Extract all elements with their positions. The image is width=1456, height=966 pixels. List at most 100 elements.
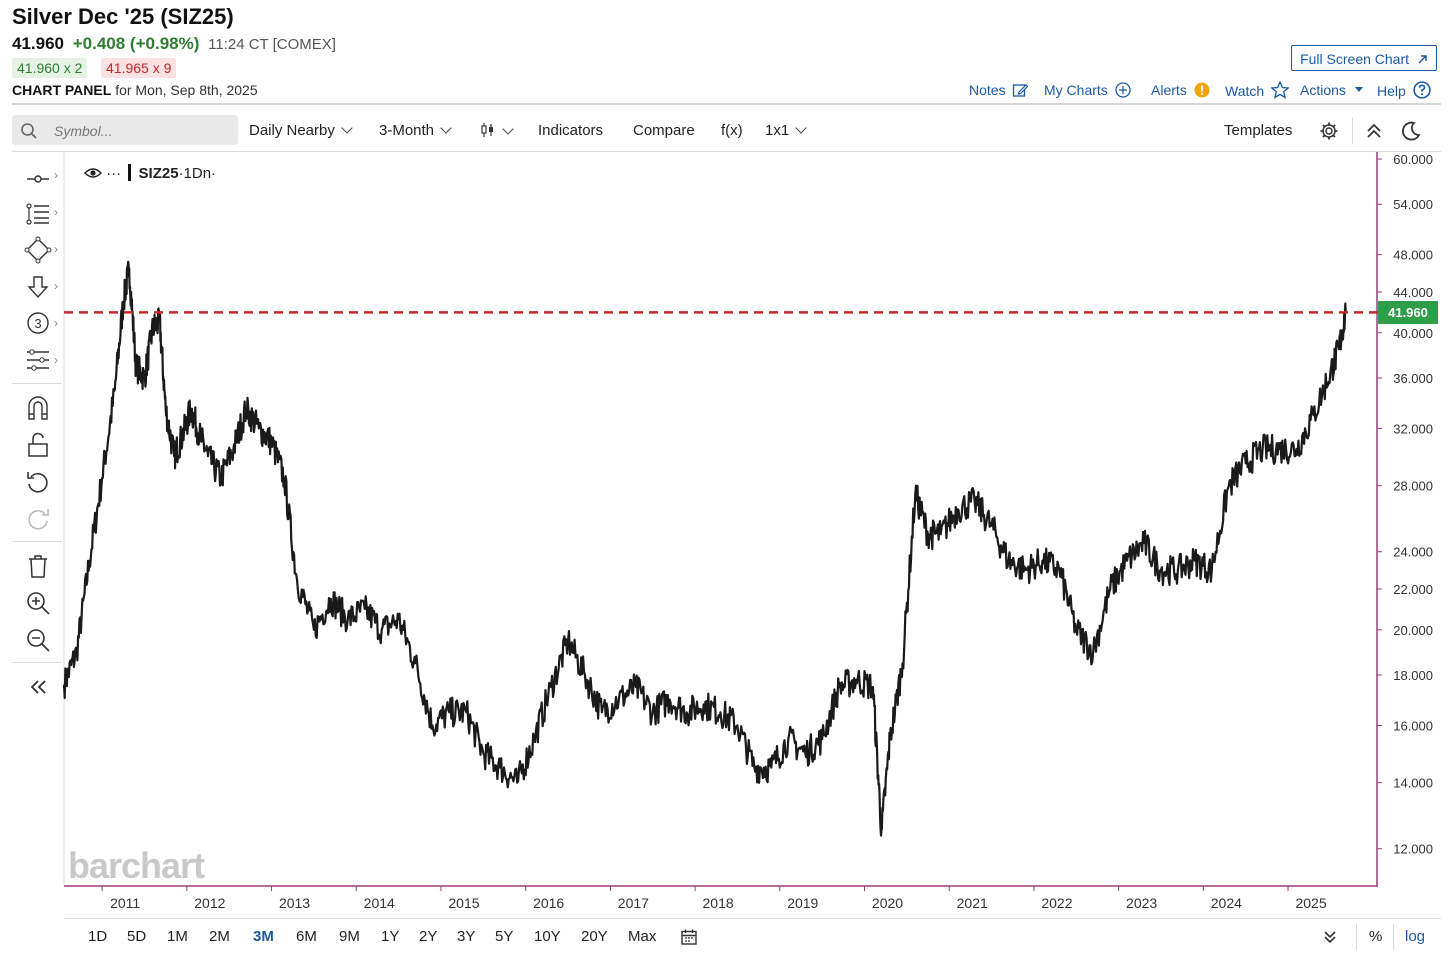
legend-color-bar bbox=[128, 164, 132, 181]
legend-menu-dots[interactable]: ··· bbox=[106, 165, 122, 182]
period-10y[interactable]: 10Y bbox=[534, 928, 561, 945]
watch-link[interactable]: Watch bbox=[1225, 81, 1290, 100]
period-3y[interactable]: 3Y bbox=[457, 928, 476, 945]
star-icon bbox=[1271, 81, 1290, 99]
chevron-right-icon[interactable]: › bbox=[54, 279, 58, 293]
layout-dropdown[interactable]: 1x1 bbox=[765, 122, 807, 139]
x-tick-label: 2014 bbox=[364, 895, 395, 911]
symbol-search[interactable] bbox=[12, 115, 238, 145]
period-9m[interactable]: 9M bbox=[339, 928, 360, 945]
line-tool-icon[interactable] bbox=[24, 165, 52, 193]
y-tick-label: 60.000 bbox=[1393, 152, 1433, 167]
period-5d[interactable]: 5D bbox=[127, 928, 147, 945]
y-tick-label: 48.000 bbox=[1393, 248, 1433, 263]
trash-icon[interactable] bbox=[24, 552, 52, 580]
period-5y[interactable]: 5Y bbox=[495, 928, 514, 945]
indicators-button[interactable]: Indicators bbox=[538, 122, 604, 139]
y-tick-label: 28.000 bbox=[1393, 479, 1433, 494]
chart-panel-date: for Mon, Sep 8th, 2025 bbox=[115, 82, 258, 98]
bid-badge: 41.960 x 2 bbox=[12, 58, 88, 78]
y-tick-label: 14.000 bbox=[1393, 776, 1433, 791]
double-chevron-down-icon[interactable] bbox=[1322, 929, 1338, 945]
full-screen-chart-button[interactable]: Full Screen Chart bbox=[1291, 45, 1437, 71]
annotation-number-icon[interactable]: 3 bbox=[24, 309, 52, 337]
function-button[interactable]: f(x) bbox=[721, 122, 743, 139]
time-exchange: 11:24 CT [COMEX] bbox=[208, 36, 336, 53]
y-tick-label: 18.000 bbox=[1393, 668, 1433, 683]
chevron-right-icon[interactable]: › bbox=[54, 316, 58, 330]
alerts-link[interactable]: Alerts bbox=[1151, 81, 1210, 99]
toolbar-divider bbox=[1352, 118, 1353, 144]
chart-type-dropdown[interactable] bbox=[480, 122, 514, 140]
eye-icon[interactable] bbox=[84, 167, 102, 179]
svg-text:3: 3 bbox=[34, 316, 41, 331]
toolbar-divider bbox=[12, 151, 1441, 152]
undo-icon[interactable] bbox=[24, 468, 52, 496]
last-price-tag: 41.960 bbox=[1378, 300, 1438, 324]
period-label: 3-Month bbox=[379, 122, 435, 139]
x-tick-label: 2019 bbox=[787, 895, 818, 911]
y-tick-label: 36.000 bbox=[1393, 371, 1433, 386]
y-tick-label: 12.000 bbox=[1393, 842, 1433, 857]
price-series-line bbox=[62, 260, 1347, 837]
help-label: Help bbox=[1377, 83, 1406, 99]
dark-mode-icon[interactable] bbox=[1400, 120, 1422, 142]
collapse-left-icon[interactable] bbox=[24, 673, 52, 701]
period-1y[interactable]: 1Y bbox=[381, 928, 400, 945]
chevron-right-icon[interactable]: › bbox=[54, 242, 58, 256]
period-1d[interactable]: 1D bbox=[88, 928, 108, 945]
tool-divider bbox=[12, 662, 62, 663]
bottom-divider bbox=[64, 918, 1441, 919]
fib-tool-icon[interactable] bbox=[24, 200, 52, 228]
layout-label: 1x1 bbox=[765, 122, 790, 139]
arrow-down-tool-icon[interactable] bbox=[24, 273, 52, 301]
magnet-icon[interactable] bbox=[24, 394, 52, 422]
percent-scale-button[interactable]: % bbox=[1369, 928, 1383, 945]
period-max[interactable]: Max bbox=[628, 928, 657, 945]
period-2y[interactable]: 2Y bbox=[419, 928, 438, 945]
actions-label: Actions bbox=[1300, 82, 1346, 98]
last-price: 41.960 bbox=[12, 34, 64, 53]
y-tick-label: 32.000 bbox=[1393, 421, 1433, 436]
lock-icon[interactable] bbox=[24, 431, 52, 459]
period-2m[interactable]: 2M bbox=[209, 928, 230, 945]
period-20y[interactable]: 20Y bbox=[581, 928, 608, 945]
caret-down-icon bbox=[1354, 87, 1363, 92]
y-tick-label: 16.000 bbox=[1393, 718, 1433, 733]
x-tick-label: 2011 bbox=[110, 895, 140, 911]
period-1m[interactable]: 1M bbox=[167, 928, 188, 945]
aggregation-dropdown[interactable]: Daily Nearby bbox=[249, 122, 353, 139]
log-scale-button[interactable]: log bbox=[1405, 928, 1426, 945]
y-tick-label: 44.000 bbox=[1393, 285, 1433, 300]
zoom-out-icon[interactable] bbox=[24, 626, 52, 654]
shape-tool-icon[interactable] bbox=[24, 236, 52, 264]
notes-link[interactable]: Notes bbox=[969, 81, 1029, 99]
symbol-search-input[interactable] bbox=[52, 121, 236, 141]
period-6m[interactable]: 6M bbox=[296, 928, 317, 945]
chevron-right-icon[interactable]: › bbox=[54, 353, 58, 367]
calendar-icon[interactable] bbox=[680, 928, 698, 946]
period-3m[interactable]: 3M bbox=[253, 928, 274, 945]
compare-button[interactable]: Compare bbox=[633, 122, 695, 139]
templates-button[interactable]: Templates bbox=[1224, 122, 1293, 139]
gear-icon[interactable] bbox=[1319, 121, 1339, 141]
aggregation-label: Daily Nearby bbox=[249, 122, 335, 139]
candlestick-icon bbox=[481, 123, 493, 137]
actions-menu[interactable]: Actions bbox=[1300, 81, 1364, 99]
collapse-up-icon[interactable] bbox=[1364, 121, 1384, 141]
x-tick-label: 2015 bbox=[448, 895, 479, 911]
redo-icon[interactable] bbox=[24, 505, 52, 533]
zoom-in-icon[interactable] bbox=[24, 589, 52, 617]
full-screen-chart-label: Full Screen Chart bbox=[1300, 51, 1410, 67]
external-arrow-icon bbox=[1418, 55, 1427, 64]
tool-divider bbox=[12, 383, 62, 384]
period-dropdown[interactable]: 3-Month bbox=[379, 122, 452, 139]
chevron-right-icon[interactable]: › bbox=[54, 205, 58, 219]
my-charts-link[interactable]: My Charts bbox=[1044, 81, 1131, 99]
help-link[interactable]: Help bbox=[1377, 81, 1431, 100]
bottom-bar-divider bbox=[1356, 924, 1357, 950]
x-tick-label: 2017 bbox=[618, 895, 649, 911]
chevron-right-icon[interactable]: › bbox=[54, 168, 58, 182]
measure-tool-icon[interactable] bbox=[24, 346, 52, 374]
